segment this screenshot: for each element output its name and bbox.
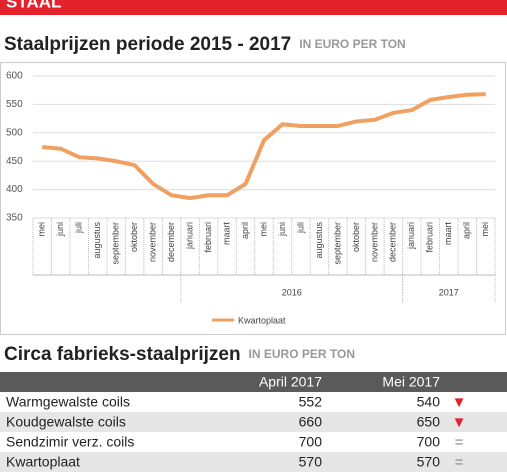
cell-value: 700: [417, 434, 441, 450]
x-tick-label: mei: [480, 222, 490, 237]
x-tick-label: februari: [425, 222, 435, 253]
x-tick-label: augustus: [314, 222, 324, 259]
x-tick-label: mei: [258, 222, 268, 237]
x-tick-label: januari: [406, 222, 416, 250]
table-title: Circa fabrieks-staalprijzen IN EURO PER T…: [4, 344, 355, 365]
subtitle: IN EURO PER TON: [299, 37, 405, 51]
cell-value: 660: [299, 414, 323, 430]
x-tick-label: augustus: [92, 222, 102, 259]
x-tick-label: mei: [37, 222, 47, 237]
y-tick-label: 450: [6, 156, 23, 167]
trend-indicator: =: [455, 434, 464, 451]
y-tick-label: 400: [6, 184, 23, 195]
row-label: Koudgewalste coils: [6, 414, 126, 430]
y-tick-label: 350: [6, 213, 23, 224]
title: Staalprijzen periode 2015 - 2017: [4, 34, 291, 55]
legend-label: Kwartoplaat: [238, 315, 286, 325]
cell-value: 650: [417, 414, 441, 430]
x-tick-label: juni: [277, 222, 287, 237]
x-tick-label: april: [240, 222, 250, 239]
x-tick-label: oktober: [129, 222, 139, 252]
subtitle: IN EURO PER TON: [249, 347, 355, 361]
x-tick-label: maart: [221, 222, 231, 246]
x-tick-label: december: [166, 222, 176, 262]
section-bar: [0, 0, 507, 15]
cell-value: 700: [299, 434, 323, 450]
x-tick-label: april: [462, 222, 472, 239]
x-tick-label: maart: [443, 222, 453, 246]
cell-value: 540: [417, 394, 441, 410]
x-tick-label: november: [369, 222, 379, 262]
year-label: 2017: [439, 287, 459, 297]
trend-indicator: ▼: [452, 414, 467, 431]
year-label: 2016: [282, 287, 302, 297]
column-header: April 2017: [259, 374, 322, 390]
y-tick-label: 500: [6, 127, 23, 138]
series-line: [42, 92, 486, 201]
table-row-bg: [0, 412, 507, 432]
x-tick-label: juli: [74, 222, 84, 234]
x-tick-label: november: [147, 222, 157, 262]
section-label: STAAL: [6, 0, 61, 11]
x-tick-label: juli: [295, 222, 305, 234]
trend-indicator: =: [455, 454, 464, 471]
column-header: Mei 2017: [382, 374, 440, 390]
x-tick-label: september: [111, 222, 121, 265]
y-tick-label: 550: [6, 99, 23, 110]
x-tick-label: december: [388, 222, 398, 262]
x-tick-label: februari: [203, 222, 213, 253]
table-row-bg: [0, 392, 507, 412]
cell-value: 570: [299, 454, 323, 470]
trend-indicator: ▼: [452, 394, 467, 411]
cell-value: 552: [299, 394, 323, 410]
table-row-bg: [0, 432, 507, 452]
x-tick-label: oktober: [351, 222, 361, 252]
row-label: Kwartoplaat: [6, 454, 80, 470]
y-tick-label: 600: [6, 71, 23, 82]
x-tick-label: september: [332, 222, 342, 265]
chart-frame: [0, 62, 506, 335]
title: Circa fabrieks-staalprijzen: [4, 344, 241, 365]
row-label: Sendzimir verz. coils: [6, 434, 134, 450]
table-row-bg: [0, 452, 507, 472]
chart-title: Staalprijzen periode 2015 - 2017 IN EURO …: [4, 34, 406, 55]
x-tick-label: juni: [55, 222, 65, 237]
x-tick-label: januari: [184, 222, 194, 250]
cell-value: 570: [417, 454, 441, 470]
row-label: Warmgewalste coils: [6, 394, 130, 410]
table-header-bg: [0, 372, 507, 392]
